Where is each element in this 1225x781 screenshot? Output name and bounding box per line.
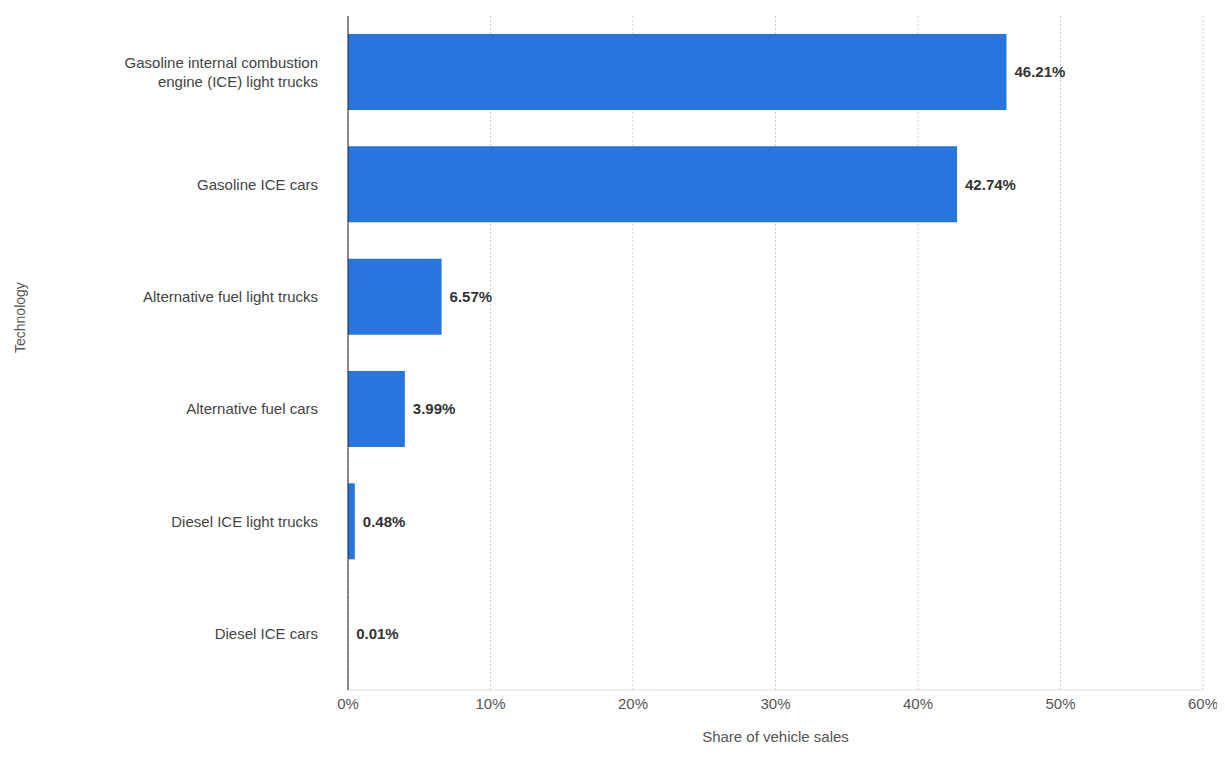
svg-text:Alternative fuel cars: Alternative fuel cars	[186, 400, 318, 417]
svg-text:10%: 10%	[475, 695, 505, 712]
svg-text:Gasoline internal combustionen: Gasoline internal combustionengine (ICE)…	[125, 54, 318, 90]
svg-text:Diesel ICE cars: Diesel ICE cars	[215, 625, 318, 642]
svg-text:20%: 20%	[618, 695, 648, 712]
svg-text:0.48%: 0.48%	[363, 513, 406, 530]
svg-text:Diesel ICE light trucks: Diesel ICE light trucks	[171, 513, 318, 530]
svg-text:Alternative fuel light trucks: Alternative fuel light trucks	[143, 288, 318, 305]
svg-text:42.74%: 42.74%	[965, 176, 1016, 193]
svg-text:Share of vehicle sales: Share of vehicle sales	[702, 728, 849, 745]
svg-text:3.99%: 3.99%	[413, 400, 456, 417]
svg-text:60%: 60%	[1188, 695, 1217, 712]
svg-text:40%: 40%	[903, 695, 933, 712]
svg-text:46.21%: 46.21%	[1014, 63, 1065, 80]
svg-text:6.57%: 6.57%	[450, 288, 493, 305]
svg-text:30%: 30%	[760, 695, 790, 712]
svg-text:Gasoline ICE cars: Gasoline ICE cars	[197, 176, 318, 193]
svg-text:Technology: Technology	[12, 282, 28, 353]
svg-text:0%: 0%	[337, 695, 359, 712]
svg-text:50%: 50%	[1045, 695, 1075, 712]
svg-text:0.01%: 0.01%	[356, 625, 399, 642]
